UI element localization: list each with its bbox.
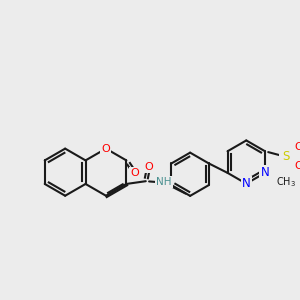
Text: O: O xyxy=(294,142,300,152)
Text: CH$_3$: CH$_3$ xyxy=(276,175,296,189)
Text: O: O xyxy=(102,144,110,154)
Text: O: O xyxy=(130,168,139,178)
Text: NH: NH xyxy=(156,177,172,187)
Text: S: S xyxy=(282,150,290,163)
Text: O: O xyxy=(294,161,300,172)
Text: N: N xyxy=(261,167,269,179)
Text: O: O xyxy=(144,162,153,172)
Text: N: N xyxy=(242,177,250,190)
